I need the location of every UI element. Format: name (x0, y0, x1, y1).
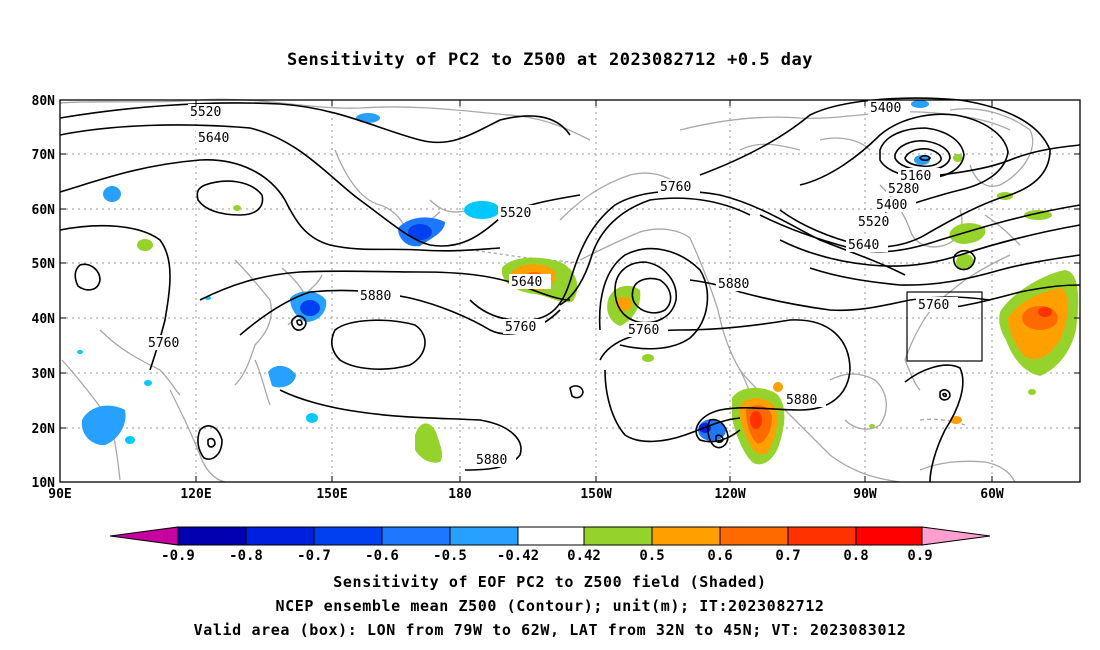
contour-label: 5400 (874, 197, 916, 213)
map-title: Sensitivity of PC2 to Z500 at 2023082712… (286, 50, 813, 70)
colorbar: -0.9 -0.8 -0.7 -0.6 -0.5 -0.42 0.42 0.5 … (109, 526, 991, 564)
colorbar-label: 0.42 (567, 548, 601, 564)
svg-text:5760: 5760 (628, 323, 659, 338)
contour-label: 5760 (626, 322, 668, 338)
lon-label: 90W (853, 487, 877, 502)
svg-text:5880: 5880 (476, 453, 507, 468)
colorbar-label: -0.9 (161, 548, 195, 564)
contour-label: 5640 (846, 237, 888, 253)
sensitivity-shading (77, 100, 1079, 465)
map-frame (59, 99, 1081, 483)
contour-label: 5760 (146, 335, 188, 351)
svg-text:5880: 5880 (360, 289, 391, 304)
contour-5640-west (59, 124, 581, 247)
svg-text:5880: 5880 (786, 393, 817, 408)
colorbar-label: -0.8 (229, 548, 263, 564)
colorbar-label: -0.6 (365, 548, 399, 564)
lon-label: 60W (980, 487, 1004, 502)
contour-label: 5160 (898, 168, 940, 184)
contour-label: 5760 (916, 297, 958, 313)
colorbar-label: 0.6 (707, 548, 732, 564)
svg-text:5640: 5640 (848, 238, 879, 253)
lon-label: 120W (714, 487, 745, 502)
colorbar-label: -0.7 (297, 548, 331, 564)
contour-label: 5880 (474, 452, 516, 468)
svg-text:5640: 5640 (198, 131, 229, 146)
lat-label: 60N (32, 203, 56, 218)
latitude-labels: 80N 70N 60N 50N 40N 30N 20N 10N (32, 94, 56, 491)
contour-label: 5880 (358, 288, 400, 304)
colorbar-label: 0.7 (775, 548, 800, 564)
colorbar-high-arrow (921, 526, 991, 546)
svg-text:5400: 5400 (876, 198, 907, 213)
colorbar-label: -0.42 (497, 548, 539, 564)
lon-label: 120E (180, 487, 211, 502)
neg-shade-siberia (103, 186, 121, 202)
lat-label: 50N (32, 257, 56, 272)
lon-label: 90E (48, 487, 71, 502)
svg-text:5400: 5400 (870, 101, 901, 116)
lat-label: 10N (32, 476, 56, 491)
svg-text:5640: 5640 (511, 275, 542, 290)
footer-line-contour: NCEP ensemble mean Z500 (Contour); unit(… (275, 597, 825, 615)
footer-line-valid-area: Valid area (box): LON from 79W to 62W, L… (193, 621, 907, 639)
contour-label: 5520 (856, 214, 898, 230)
colorbar-cells (177, 526, 923, 546)
lat-label: 20N (32, 422, 56, 437)
contour-label-group: 5520 5640 5400 5160 5280 5400 5520 5640 … (146, 100, 958, 468)
contour-label: 5520 (188, 104, 230, 120)
valid-area-box (906, 291, 983, 362)
colorbar-label: -0.5 (433, 548, 467, 564)
svg-text:5520: 5520 (500, 206, 531, 221)
svg-text:5760: 5760 (505, 320, 536, 335)
contour-5520-west (59, 102, 571, 144)
colorbar-low-arrow (109, 526, 179, 546)
contour-label: 5640 (509, 274, 551, 290)
contour-label: 5880 (784, 392, 826, 408)
svg-text:5760: 5760 (148, 336, 179, 351)
lat-label: 70N (32, 148, 56, 163)
pos-shade-canada (949, 223, 986, 244)
colorbar-label: 0.8 (843, 548, 868, 564)
colorbar-label: 0.9 (907, 548, 932, 564)
contour-label: 5760 (503, 319, 545, 335)
svg-text:5280: 5280 (888, 182, 919, 197)
svg-text:5160: 5160 (900, 169, 931, 184)
lat-label: 30N (32, 367, 56, 382)
longitude-labels: 90E 120E 150E 180 150W 120W 90W 60W (48, 487, 1004, 502)
lon-label: 150E (316, 487, 347, 502)
colorbar-label: 0.5 (639, 548, 664, 564)
lon-label: 150W (580, 487, 611, 502)
contour-label: 5520 (498, 205, 540, 221)
axis-ticks (60, 99, 1080, 483)
contour-label: 5640 (196, 130, 238, 146)
contour-label: 5880 (716, 276, 758, 292)
contour-label: 5760 (658, 179, 700, 195)
svg-text:5760: 5760 (918, 298, 949, 313)
footer-line-shading: Sensitivity of EOF PC2 to Z500 field (Sh… (333, 573, 767, 591)
svg-text:5760: 5760 (660, 180, 691, 195)
lat-label: 80N (32, 94, 56, 109)
contour-label: 5280 (886, 181, 928, 197)
lat-label: 40N (32, 312, 56, 327)
contour-label: 5400 (868, 100, 910, 116)
svg-text:5520: 5520 (858, 215, 889, 230)
lon-label: 180 (448, 487, 472, 502)
svg-text:5880: 5880 (718, 277, 749, 292)
svg-text:5520: 5520 (190, 105, 221, 120)
